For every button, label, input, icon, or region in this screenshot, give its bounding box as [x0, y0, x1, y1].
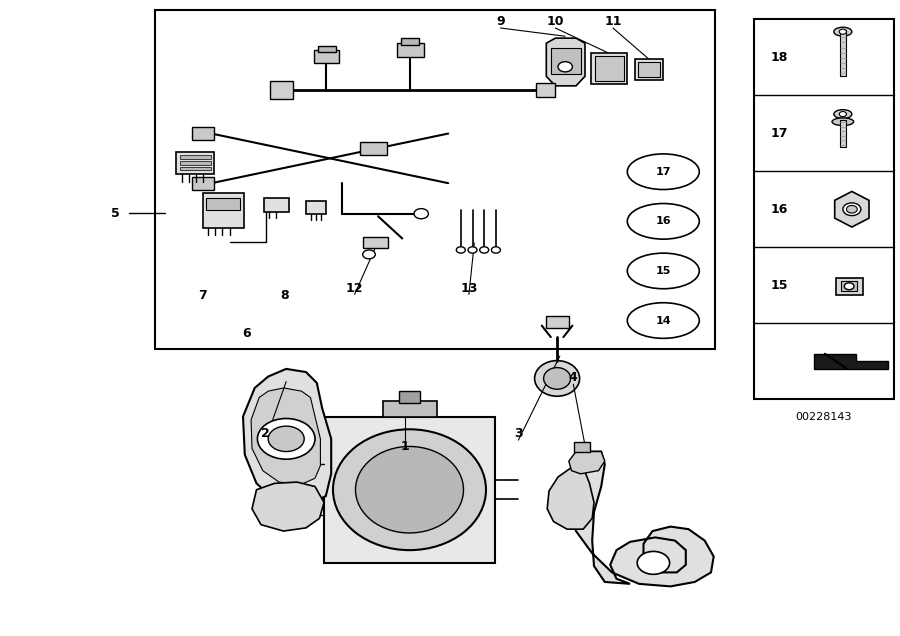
Polygon shape	[546, 38, 585, 86]
Ellipse shape	[627, 204, 699, 239]
Text: 15: 15	[655, 266, 671, 276]
Text: 17: 17	[770, 127, 788, 140]
Polygon shape	[252, 482, 324, 531]
Ellipse shape	[627, 253, 699, 289]
Text: 8: 8	[280, 289, 289, 302]
Bar	[546, 316, 569, 328]
Polygon shape	[569, 452, 714, 586]
Bar	[176, 152, 214, 174]
Ellipse shape	[333, 429, 486, 550]
Circle shape	[257, 418, 315, 459]
Bar	[314, 50, 339, 63]
Polygon shape	[569, 452, 605, 474]
Text: 7: 7	[198, 289, 207, 302]
Polygon shape	[834, 191, 869, 227]
Circle shape	[842, 203, 860, 216]
Text: 15: 15	[770, 279, 788, 292]
Bar	[638, 62, 660, 77]
Circle shape	[480, 247, 489, 253]
Text: 5: 5	[111, 207, 120, 219]
Bar	[591, 53, 627, 84]
Bar	[835, 278, 862, 295]
Polygon shape	[243, 369, 331, 506]
Ellipse shape	[544, 368, 571, 389]
Circle shape	[558, 62, 572, 72]
Bar	[399, 391, 420, 403]
Text: 10: 10	[546, 15, 564, 28]
Polygon shape	[547, 467, 594, 529]
Bar	[841, 282, 857, 291]
Text: 4: 4	[569, 371, 578, 384]
Bar	[634, 59, 663, 80]
Polygon shape	[814, 354, 887, 369]
Bar	[270, 81, 292, 99]
Circle shape	[268, 426, 304, 452]
Text: 2: 2	[261, 427, 270, 440]
Text: 00228143: 00228143	[796, 412, 852, 422]
Polygon shape	[251, 388, 320, 485]
Bar	[324, 417, 495, 563]
Bar	[180, 167, 211, 170]
Text: 11: 11	[604, 15, 622, 28]
Text: 9: 9	[496, 15, 505, 28]
Circle shape	[491, 247, 500, 253]
Bar	[363, 237, 388, 248]
Text: 13: 13	[460, 282, 478, 294]
Bar	[360, 142, 387, 155]
Text: 12: 12	[346, 282, 364, 294]
Bar	[318, 46, 336, 52]
Bar	[841, 31, 846, 76]
Bar	[401, 38, 419, 45]
Text: 18: 18	[770, 51, 788, 64]
Bar	[574, 442, 590, 452]
Bar	[206, 198, 240, 210]
Text: 16: 16	[770, 203, 788, 216]
Text: 14: 14	[655, 315, 671, 326]
Circle shape	[844, 283, 854, 289]
Text: 17: 17	[655, 167, 671, 177]
Bar	[536, 83, 555, 97]
Ellipse shape	[627, 154, 699, 190]
Bar	[180, 155, 211, 159]
Bar	[397, 43, 424, 57]
Bar	[754, 19, 894, 399]
Polygon shape	[551, 48, 580, 74]
Bar	[180, 161, 211, 165]
Bar	[595, 56, 624, 81]
Bar	[192, 177, 214, 190]
Ellipse shape	[356, 446, 464, 533]
Circle shape	[468, 247, 477, 253]
Ellipse shape	[833, 109, 851, 118]
Text: 1: 1	[400, 440, 410, 453]
Bar	[841, 120, 846, 147]
Bar	[192, 127, 214, 140]
Text: 6: 6	[242, 327, 251, 340]
Bar	[382, 401, 436, 417]
Circle shape	[414, 209, 428, 219]
Bar	[155, 10, 715, 349]
Bar	[202, 193, 244, 228]
Ellipse shape	[535, 361, 580, 396]
Text: 3: 3	[514, 427, 523, 440]
Circle shape	[637, 551, 670, 574]
Bar	[264, 198, 289, 212]
Bar	[306, 201, 326, 214]
Circle shape	[846, 205, 857, 213]
Ellipse shape	[833, 27, 851, 36]
Ellipse shape	[832, 118, 853, 125]
Ellipse shape	[627, 303, 699, 338]
Circle shape	[839, 29, 846, 34]
Circle shape	[456, 247, 465, 253]
Circle shape	[363, 250, 375, 259]
Text: 16: 16	[655, 216, 671, 226]
Circle shape	[839, 111, 846, 116]
